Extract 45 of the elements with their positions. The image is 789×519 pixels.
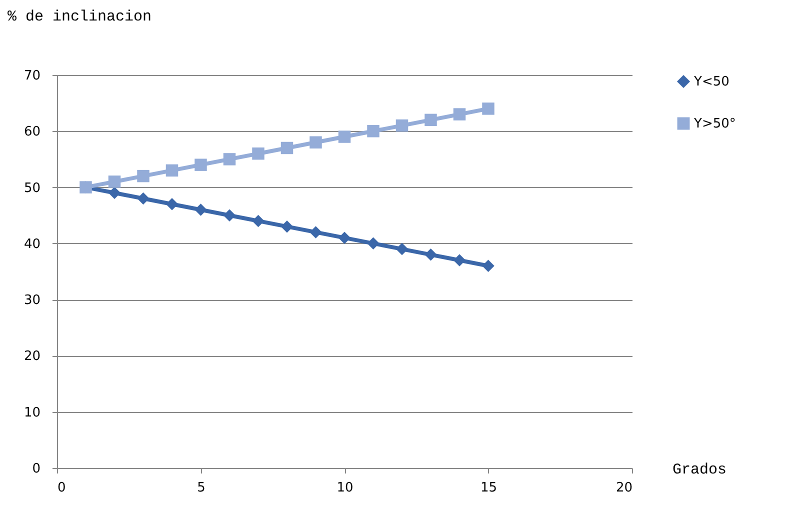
point bbox=[280, 142, 294, 154]
legend-label: Y<50 bbox=[693, 74, 730, 90]
point bbox=[108, 186, 121, 200]
x-tick-label: 20 bbox=[616, 480, 632, 496]
point bbox=[338, 130, 351, 143]
x-tick-label: 10 bbox=[336, 480, 354, 496]
point bbox=[252, 214, 264, 228]
legend-label: Y>50° bbox=[693, 116, 736, 132]
point bbox=[338, 232, 351, 244]
y-tick-label: 0 bbox=[32, 462, 40, 476]
point bbox=[482, 102, 494, 115]
point bbox=[367, 237, 380, 250]
point bbox=[424, 114, 437, 126]
y-tick-label: 60 bbox=[24, 124, 40, 140]
point bbox=[396, 242, 408, 256]
y-tick-label: 30 bbox=[24, 293, 40, 308]
point bbox=[223, 153, 236, 166]
x-tick-label: 0 bbox=[58, 480, 66, 496]
y-axis-title: % de inclinacion bbox=[8, 8, 152, 26]
point bbox=[424, 248, 437, 261]
y-tick-label: 50 bbox=[24, 180, 40, 196]
y-tick-label: 20 bbox=[24, 349, 40, 364]
y-tick-label: 70 bbox=[24, 68, 40, 84]
point bbox=[137, 192, 150, 205]
y-tick-label: 10 bbox=[24, 405, 40, 420]
point bbox=[482, 260, 494, 272]
x-axis-title: Grados bbox=[672, 462, 727, 478]
point bbox=[137, 170, 150, 182]
point bbox=[367, 125, 380, 138]
point bbox=[194, 158, 207, 171]
point bbox=[310, 226, 322, 238]
x-tick-label: 5 bbox=[197, 480, 206, 496]
point bbox=[453, 108, 466, 120]
point bbox=[166, 164, 178, 177]
point bbox=[252, 147, 264, 160]
point bbox=[453, 254, 466, 266]
point bbox=[396, 119, 408, 132]
point bbox=[280, 220, 294, 233]
point bbox=[223, 209, 236, 222]
point bbox=[194, 204, 207, 216]
point bbox=[108, 176, 121, 188]
y-tick-label: 40 bbox=[24, 236, 40, 252]
point bbox=[166, 198, 178, 210]
point bbox=[310, 136, 322, 148]
x-tick-label: 15 bbox=[480, 480, 498, 496]
